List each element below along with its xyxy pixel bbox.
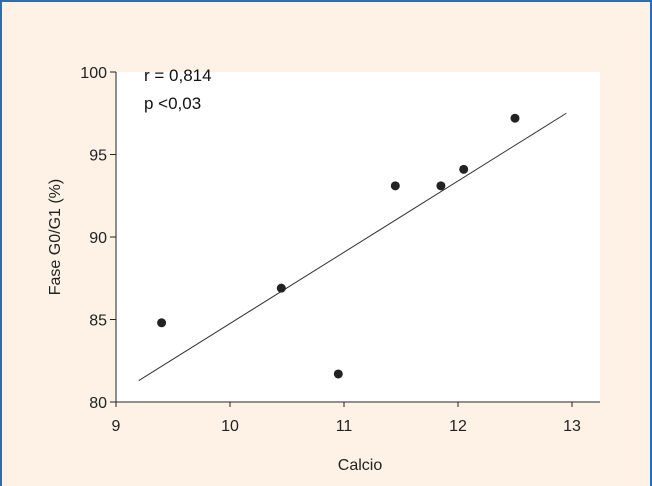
x-tick-label: 10 — [221, 418, 239, 435]
data-point — [333, 369, 343, 379]
x-tick-label: 12 — [449, 418, 467, 435]
y-tick-label: 90 — [89, 230, 107, 247]
plot-background — [116, 72, 600, 403]
y-tick-label: 95 — [89, 148, 107, 165]
data-point — [510, 113, 520, 123]
x-tick-label: 9 — [112, 418, 121, 435]
data-point — [459, 164, 469, 174]
annotation-r: r = 0,814 — [144, 66, 212, 85]
y-tick-label: 85 — [89, 313, 107, 330]
data-point — [436, 181, 446, 191]
data-point — [157, 318, 167, 328]
y-tick-label: 80 — [89, 395, 107, 412]
x-tick-label: 13 — [563, 418, 581, 435]
y-axis-label: Fase G0/G1 (%) — [47, 179, 64, 295]
x-tick-label: 11 — [336, 418, 353, 435]
x-axis-label: Calcio — [338, 457, 383, 474]
data-point — [390, 181, 400, 191]
annotation-p: p <0,03 — [144, 94, 201, 113]
data-point — [276, 283, 286, 293]
regression-line — [138, 112, 567, 381]
y-tick-label: 100 — [80, 65, 107, 82]
plot-area: 80 85 90 95 100 9 10 11 12 13 — [80, 65, 600, 435]
